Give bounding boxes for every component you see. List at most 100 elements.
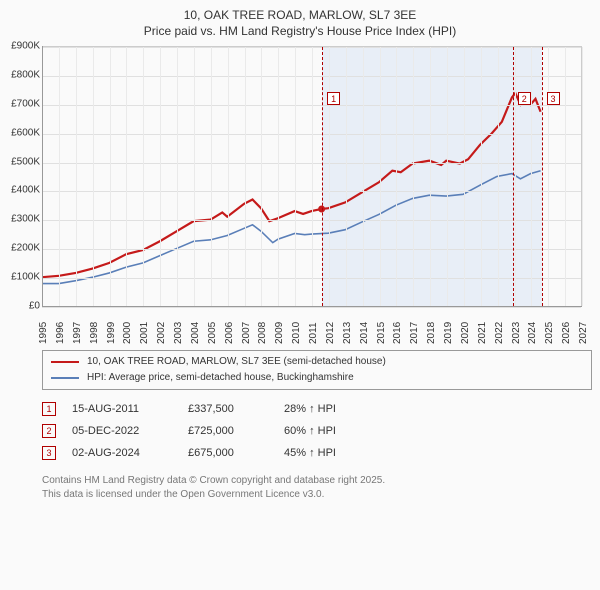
x-tick-label: 2016 bbox=[392, 322, 403, 344]
footnote-line: This data is licensed under the Open Gov… bbox=[42, 488, 592, 502]
gridline-v bbox=[396, 47, 397, 306]
gridline-v bbox=[531, 47, 532, 306]
transaction-row: 302-AUG-2024£675,00045% ↑ HPI bbox=[42, 442, 592, 464]
gridline-v bbox=[464, 47, 465, 306]
gridline-v bbox=[380, 47, 381, 306]
transaction-date: 02-AUG-2024 bbox=[72, 447, 172, 459]
y-tick-label: £500K bbox=[6, 156, 40, 167]
gridline-v bbox=[295, 47, 296, 306]
x-tick-label: 1999 bbox=[106, 322, 117, 344]
x-tick-label: 2007 bbox=[241, 322, 252, 344]
gridline-v bbox=[211, 47, 212, 306]
x-tick-label: 2018 bbox=[426, 322, 437, 344]
legend-label: HPI: Average price, semi-detached house,… bbox=[87, 370, 354, 386]
flag-marker: 3 bbox=[547, 92, 560, 105]
transaction-row: 115-AUG-2011£337,50028% ↑ HPI bbox=[42, 398, 592, 420]
transaction-hpi: 28% ↑ HPI bbox=[284, 403, 374, 415]
x-axis bbox=[42, 306, 582, 307]
x-tick-label: 2015 bbox=[376, 322, 387, 344]
gridline-v bbox=[110, 47, 111, 306]
x-tick-label: 2023 bbox=[511, 322, 522, 344]
gridline-v bbox=[565, 47, 566, 306]
gridline-v bbox=[481, 47, 482, 306]
chart-container: 123 £0£100K£200K£300K£400K£500K£600K£700… bbox=[8, 46, 592, 346]
gridline-v bbox=[261, 47, 262, 306]
y-tick-label: £300K bbox=[6, 214, 40, 225]
chart-title: 10, OAK TREE ROAD, MARLOW, SL7 3EE bbox=[8, 8, 592, 22]
flag-line bbox=[542, 47, 543, 306]
x-tick-label: 2017 bbox=[409, 322, 420, 344]
y-tick-label: £900K bbox=[6, 41, 40, 52]
x-tick-label: 2025 bbox=[544, 322, 555, 344]
footnote: Contains HM Land Registry data © Crown c… bbox=[42, 474, 592, 502]
x-tick-label: 2020 bbox=[460, 322, 471, 344]
gridline-v bbox=[329, 47, 330, 306]
transaction-table: 115-AUG-2011£337,50028% ↑ HPI205-DEC-202… bbox=[42, 398, 592, 464]
gridline-v bbox=[278, 47, 279, 306]
footnote-line: Contains HM Land Registry data © Crown c… bbox=[42, 474, 592, 488]
x-tick-label: 2027 bbox=[578, 322, 589, 344]
x-tick-label: 2012 bbox=[325, 322, 336, 344]
gridline-v bbox=[177, 47, 178, 306]
legend: 10, OAK TREE ROAD, MARLOW, SL7 3EE (semi… bbox=[42, 350, 592, 390]
gridline-v bbox=[498, 47, 499, 306]
transaction-id: 1 bbox=[42, 402, 56, 416]
gridline-v bbox=[143, 47, 144, 306]
transaction-price: £725,000 bbox=[188, 425, 268, 437]
x-tick-label: 2013 bbox=[342, 322, 353, 344]
gridline-h bbox=[42, 307, 581, 308]
x-tick-label: 2026 bbox=[561, 322, 572, 344]
x-tick-label: 2019 bbox=[443, 322, 454, 344]
x-tick-label: 1997 bbox=[72, 322, 83, 344]
x-tick-label: 2003 bbox=[173, 322, 184, 344]
series-line-hpi bbox=[42, 171, 541, 284]
x-tick-label: 2000 bbox=[122, 322, 133, 344]
x-tick-label: 2005 bbox=[207, 322, 218, 344]
x-tick-label: 1998 bbox=[89, 322, 100, 344]
gridline-v bbox=[93, 47, 94, 306]
gridline-v bbox=[228, 47, 229, 306]
y-tick-label: £700K bbox=[6, 98, 40, 109]
flag-line bbox=[513, 47, 514, 306]
x-tick-label: 2009 bbox=[274, 322, 285, 344]
x-tick-label: 2001 bbox=[139, 322, 150, 344]
x-tick-label: 2022 bbox=[494, 322, 505, 344]
y-axis bbox=[42, 46, 43, 306]
transaction-date: 05-DEC-2022 bbox=[72, 425, 172, 437]
x-tick-label: 2021 bbox=[477, 322, 488, 344]
flag-line bbox=[322, 47, 323, 306]
transaction-hpi: 60% ↑ HPI bbox=[284, 425, 374, 437]
gridline-v bbox=[447, 47, 448, 306]
gridline-v bbox=[194, 47, 195, 306]
gridline-v bbox=[430, 47, 431, 306]
x-tick-label: 2010 bbox=[291, 322, 302, 344]
x-tick-label: 1995 bbox=[38, 322, 49, 344]
gridline-v bbox=[548, 47, 549, 306]
gridline-v bbox=[76, 47, 77, 306]
gridline-v bbox=[126, 47, 127, 306]
gridline-v bbox=[245, 47, 246, 306]
chart-subtitle: Price paid vs. HM Land Registry's House … bbox=[8, 24, 592, 38]
gridline-v bbox=[346, 47, 347, 306]
transaction-price: £337,500 bbox=[188, 403, 268, 415]
legend-swatch bbox=[51, 361, 79, 363]
y-tick-label: £0 bbox=[6, 301, 40, 312]
y-tick-label: £100K bbox=[6, 272, 40, 283]
x-tick-label: 2024 bbox=[527, 322, 538, 344]
transaction-id: 3 bbox=[42, 446, 56, 460]
transaction-row: 2 05-DEC-2022 £725,000 60% ↑ HPI bbox=[42, 420, 592, 442]
gridline-v bbox=[312, 47, 313, 306]
x-tick-label: 2011 bbox=[308, 322, 319, 344]
plot-area: 123 bbox=[42, 46, 582, 306]
y-tick-label: £200K bbox=[6, 243, 40, 254]
flag-marker: 2 bbox=[518, 92, 531, 105]
transaction-id: 2 bbox=[42, 424, 56, 438]
transaction-price: £675,000 bbox=[188, 447, 268, 459]
y-tick-label: £400K bbox=[6, 185, 40, 196]
gridline-v bbox=[59, 47, 60, 306]
gridline-v bbox=[363, 47, 364, 306]
gridline-v bbox=[413, 47, 414, 306]
x-tick-label: 1996 bbox=[55, 322, 66, 344]
x-tick-label: 2014 bbox=[359, 322, 370, 344]
gridline-v bbox=[160, 47, 161, 306]
